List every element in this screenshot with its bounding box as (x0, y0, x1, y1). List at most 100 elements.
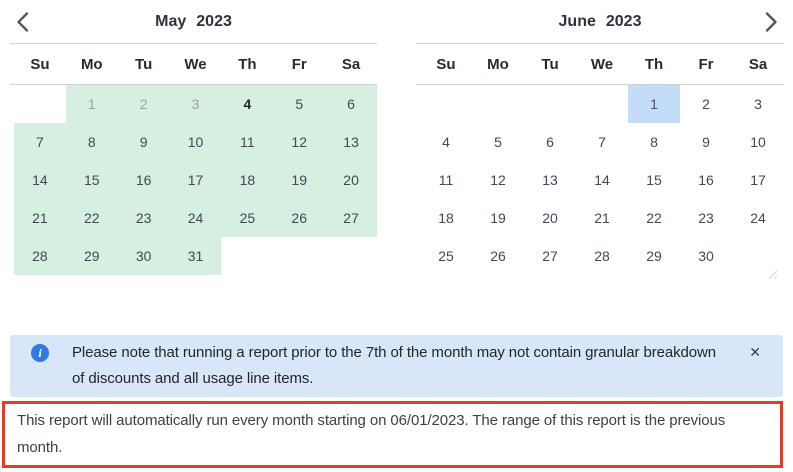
day-cell-june-22[interactable]: 22 (646, 210, 662, 226)
day-header-mo: Mo (487, 55, 509, 73)
day-cell-may-28[interactable]: 28 (14, 237, 66, 275)
prev-month-button[interactable] (12, 9, 34, 35)
day-cell-june-18[interactable]: 18 (438, 210, 454, 226)
day-cell-june-8[interactable]: 8 (650, 134, 658, 150)
day-header-mo: Mo (80, 55, 103, 73)
day-cell-may-25[interactable]: 25 (221, 199, 274, 237)
day-cell-empty (14, 85, 66, 123)
day-cell-empty (524, 85, 576, 123)
day-cell-may-26[interactable]: 26 (273, 199, 326, 237)
day-grid: 1 2 3 4 5 6 7 8 9 10 11 12 13 14 15 16 17 18 19 20 21 22 23 24 2… (10, 85, 377, 275)
day-cell-empty (221, 237, 273, 275)
day-header-su: Su (436, 55, 456, 73)
month-label: June (558, 12, 596, 30)
day-cell-june-2[interactable]: 2 (702, 96, 710, 112)
day-cell-june-13[interactable]: 13 (542, 172, 558, 188)
day-cell-may-3[interactable]: 3 (169, 85, 222, 123)
info-banner: i Please note that running a report prio… (10, 335, 783, 397)
day-cell-june-28[interactable]: 28 (594, 248, 610, 264)
day-cell-may-21[interactable]: 21 (14, 199, 66, 237)
day-cell-may-7[interactable]: 7 (14, 123, 66, 161)
day-cell-may-8[interactable]: 8 (65, 123, 118, 161)
calendar-header-may: May 2023 (10, 0, 377, 43)
day-cell-may-19[interactable]: 19 (273, 161, 326, 199)
day-cell-may-11[interactable]: 11 (221, 123, 274, 161)
day-cell-may-5[interactable]: 5 (273, 85, 326, 123)
day-cell-june-14[interactable]: 14 (594, 172, 610, 188)
day-cell-may-10[interactable]: 10 (169, 123, 222, 161)
banner-close-button[interactable]: ✕ (747, 343, 763, 361)
day-cell-june-15[interactable]: 15 (646, 172, 662, 188)
day-cell-may-18[interactable]: 18 (221, 161, 274, 199)
day-cell-june-17[interactable]: 17 (750, 172, 766, 188)
day-cell-may-23[interactable]: 23 (117, 199, 170, 237)
day-cell-may-9[interactable]: 9 (117, 123, 170, 161)
day-cell-may-24[interactable]: 24 (169, 199, 222, 237)
day-grid: 1 2 3 4 5 6 7 8 9 10 11 12 13 14 15 16 17 18 19 20 21 22 23 24 2… (416, 85, 784, 275)
day-cell-june-29[interactable]: 29 (646, 248, 662, 264)
day-cell-june-26[interactable]: 26 (490, 248, 506, 264)
day-cell-june-6[interactable]: 6 (546, 134, 554, 150)
day-cell-june-11[interactable]: 11 (438, 172, 454, 188)
day-cell-june-25[interactable]: 25 (438, 248, 454, 264)
day-cell-may-12[interactable]: 12 (273, 123, 326, 161)
day-cell-may-4[interactable]: 4 (221, 85, 274, 123)
day-header-tu: Tu (541, 55, 559, 73)
day-header-fr: Fr (698, 55, 714, 73)
day-cell-june-3[interactable]: 3 (754, 96, 762, 112)
day-cell-may-22[interactable]: 22 (65, 199, 118, 237)
resize-handle-icon[interactable] (766, 267, 778, 280)
close-icon: ✕ (749, 344, 761, 360)
day-cell-may-6[interactable]: 6 (325, 85, 377, 123)
day-cell-june-23[interactable]: 23 (698, 210, 714, 226)
calendar-may: May 2023 Su Mo Tu We Th Fr Sa 1 2 3 4 5 6 7 8 9 10 11 12 1… (10, 0, 377, 275)
next-month-button[interactable] (760, 9, 782, 35)
report-schedule-notice-text: This report will automatically run every… (17, 412, 726, 456)
info-banner-text: Please note that running a report prior … (72, 344, 716, 387)
day-cell-may-31[interactable]: 31 (169, 237, 222, 275)
day-header-th: Th (644, 55, 664, 73)
day-header-fr: Fr (291, 55, 307, 73)
day-cell-june-20[interactable]: 20 (542, 210, 558, 226)
day-cell-june-19[interactable]: 19 (490, 210, 506, 226)
day-cell-empty (273, 237, 325, 275)
day-cell-may-14[interactable]: 14 (14, 161, 66, 199)
day-cell-empty (472, 85, 524, 123)
day-header-sa: Sa (341, 55, 361, 73)
day-cell-may-27[interactable]: 27 (325, 199, 377, 237)
day-cell-may-30[interactable]: 30 (117, 237, 170, 275)
day-cell-june-4[interactable]: 4 (442, 134, 450, 150)
report-schedule-notice: This report will automatically run every… (2, 401, 783, 468)
day-header-sa: Sa (748, 55, 768, 73)
day-cell-june-9[interactable]: 9 (702, 134, 710, 150)
date-range-picker: May 2023 Su Mo Tu We Th Fr Sa 1 2 3 4 5 6 7 8 9 10 11 12 1… (10, 0, 784, 280)
day-cell-june-27[interactable]: 27 (542, 248, 558, 264)
day-cell-june-1[interactable]: 1 (628, 85, 680, 123)
day-cell-may-15[interactable]: 15 (65, 161, 118, 199)
day-cell-june-12[interactable]: 12 (490, 172, 506, 188)
day-cell-empty (420, 85, 472, 123)
day-cell-june-16[interactable]: 16 (698, 172, 714, 188)
day-cell-may-17[interactable]: 17 (169, 161, 222, 199)
day-cell-june-10[interactable]: 10 (750, 134, 766, 150)
day-header-we: We (590, 55, 614, 73)
day-cell-may-20[interactable]: 20 (325, 161, 377, 199)
chevron-right-icon (762, 11, 780, 36)
day-cell-june-30[interactable]: 30 (698, 248, 714, 264)
day-cell-empty (325, 237, 377, 275)
year-label: 2023 (196, 12, 232, 30)
day-cell-may-13[interactable]: 13 (325, 123, 377, 161)
day-cell-may-29[interactable]: 29 (65, 237, 118, 275)
day-cell-june-5[interactable]: 5 (494, 134, 502, 150)
day-cell-june-7[interactable]: 7 (598, 134, 606, 150)
day-cell-may-2[interactable]: 2 (117, 85, 170, 123)
day-cell-may-1[interactable]: 1 (65, 85, 118, 123)
day-cell-empty (576, 85, 628, 123)
calendar-header-june: June 2023 (416, 0, 784, 43)
day-cell-june-21[interactable]: 21 (594, 210, 610, 226)
year-label: 2023 (605, 12, 642, 30)
day-cell-may-16[interactable]: 16 (117, 161, 170, 199)
info-icon: i (31, 344, 49, 362)
day-header-tu: Tu (135, 55, 153, 73)
day-cell-june-24[interactable]: 24 (750, 210, 766, 226)
